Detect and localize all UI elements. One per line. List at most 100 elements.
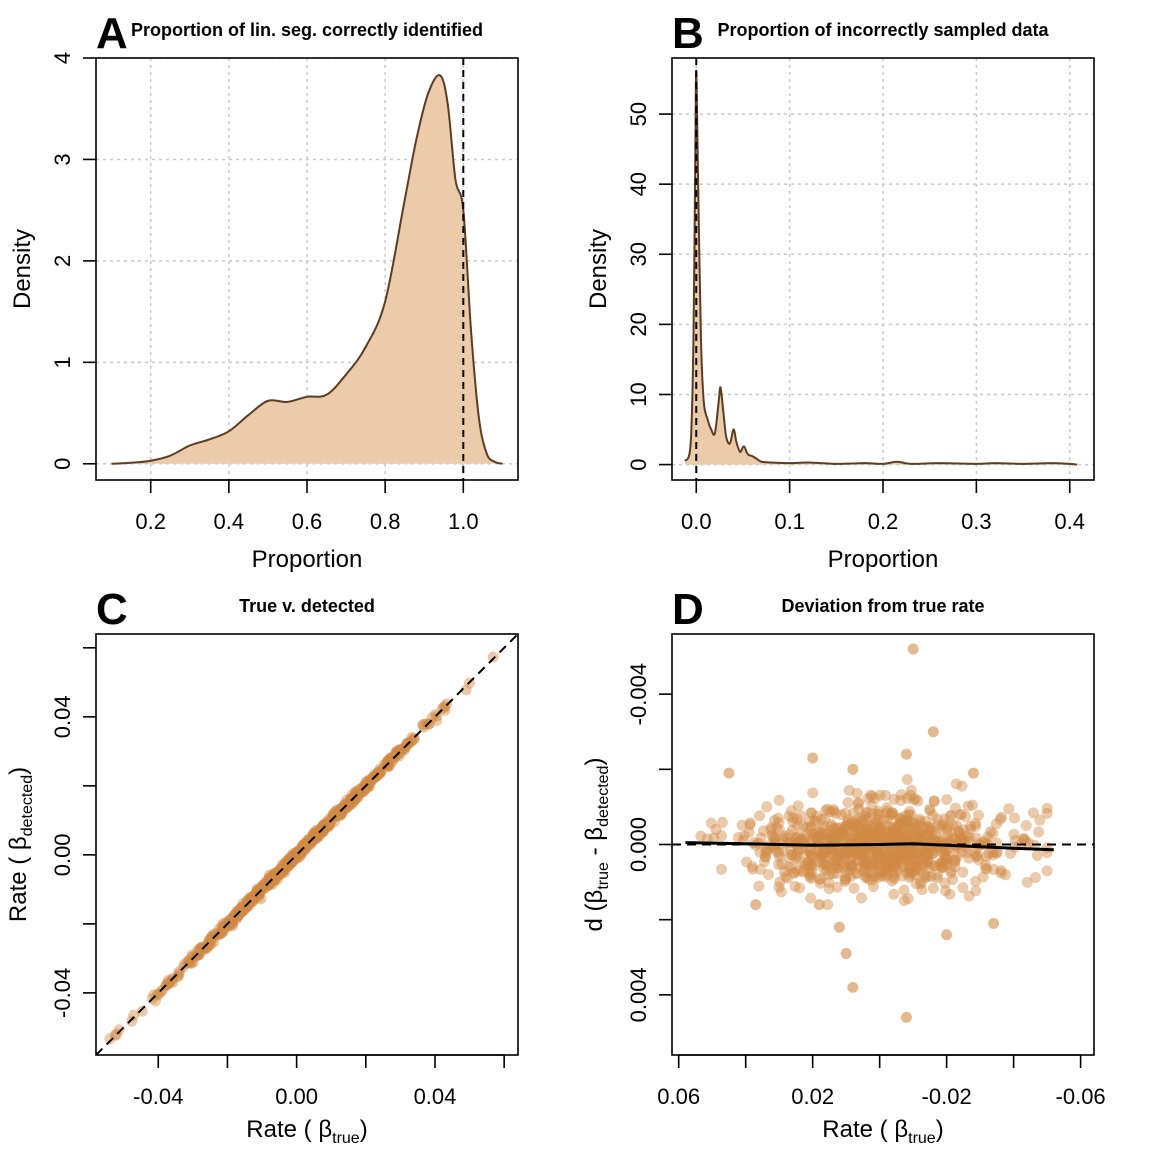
data-point — [310, 828, 322, 840]
data-point — [867, 827, 879, 839]
data-point — [832, 862, 844, 874]
data-point — [311, 826, 323, 838]
data-point — [793, 830, 805, 842]
data-point — [957, 866, 969, 878]
data-point — [289, 849, 301, 861]
data-point — [236, 906, 248, 918]
data-point — [757, 825, 769, 837]
data-point — [815, 813, 827, 825]
data-point — [872, 851, 884, 863]
data-point — [870, 870, 882, 882]
data-point — [889, 833, 901, 845]
y-tick-label: 10 — [626, 382, 651, 406]
data-point — [864, 829, 876, 841]
data-point — [263, 873, 275, 885]
data-point — [947, 873, 959, 885]
data-point — [220, 921, 232, 933]
data-point — [236, 902, 248, 914]
data-point — [890, 830, 902, 842]
data-point — [893, 850, 905, 862]
data-point — [363, 774, 375, 786]
data-point — [848, 820, 860, 832]
data-point — [164, 977, 176, 989]
panel-letter: A — [96, 9, 128, 58]
data-point — [769, 834, 781, 846]
data-point — [849, 825, 861, 837]
data-point — [979, 863, 991, 875]
data-point — [262, 880, 274, 892]
data-point — [881, 869, 893, 881]
data-point — [193, 949, 205, 961]
outlier-point — [807, 752, 819, 764]
data-point — [927, 810, 939, 822]
data-point — [231, 905, 243, 917]
data-point — [738, 830, 750, 842]
data-point — [977, 871, 989, 883]
data-point — [949, 854, 961, 866]
data-point — [335, 809, 347, 821]
data-point — [215, 927, 227, 939]
data-point — [291, 846, 303, 858]
data-point — [305, 832, 317, 844]
data-point — [292, 850, 304, 862]
panel-d: 0.06 0.02 -0.02 -0.06 -0.004 0.000 0.004 Rate (… — [581, 585, 1106, 1147]
data-point — [888, 867, 900, 879]
data-point — [897, 860, 909, 872]
data-point — [126, 1015, 138, 1027]
data-point — [264, 878, 276, 890]
data-point — [927, 847, 939, 859]
data-point — [887, 827, 899, 839]
data-point — [755, 864, 767, 876]
data-point — [244, 893, 256, 905]
data-point — [871, 823, 883, 835]
data-point — [919, 851, 931, 863]
data-point — [329, 809, 341, 821]
data-point — [772, 812, 784, 824]
x-tick-label: 0.02 — [791, 1084, 834, 1109]
data-point — [827, 823, 839, 835]
data-point — [797, 866, 809, 878]
data-point — [233, 905, 245, 917]
data-point — [1027, 807, 1039, 819]
data-point — [359, 779, 371, 791]
data-point — [940, 858, 952, 870]
data-point — [374, 763, 386, 775]
data-point — [355, 783, 367, 795]
data-point — [786, 849, 798, 861]
data-point — [983, 848, 995, 860]
data-point — [716, 863, 728, 875]
data-point — [787, 812, 799, 824]
data-point — [942, 830, 954, 842]
data-point — [298, 843, 310, 855]
data-point — [227, 914, 239, 926]
data-point — [794, 835, 806, 847]
data-point — [880, 871, 892, 883]
data-point — [805, 807, 817, 819]
data-point — [358, 785, 370, 797]
data-point — [331, 804, 343, 816]
data-point — [203, 940, 215, 952]
data-point — [903, 815, 915, 827]
data-point — [302, 839, 314, 851]
data-point — [210, 927, 222, 939]
data-point — [893, 819, 905, 831]
data-point — [885, 808, 897, 820]
data-point — [828, 822, 840, 834]
data-point — [918, 850, 930, 862]
data-point — [759, 851, 771, 863]
data-point — [873, 822, 885, 834]
data-point — [837, 850, 849, 862]
data-point — [891, 865, 903, 877]
data-point — [856, 849, 868, 861]
data-point — [312, 829, 324, 841]
data-point — [928, 795, 940, 807]
data-point — [857, 844, 869, 856]
data-point — [886, 847, 898, 859]
data-point — [877, 833, 889, 845]
outlier-point — [833, 921, 845, 933]
data-point — [973, 854, 985, 866]
data-point — [769, 814, 781, 826]
data-point — [759, 855, 771, 867]
outlier-point — [907, 643, 919, 655]
